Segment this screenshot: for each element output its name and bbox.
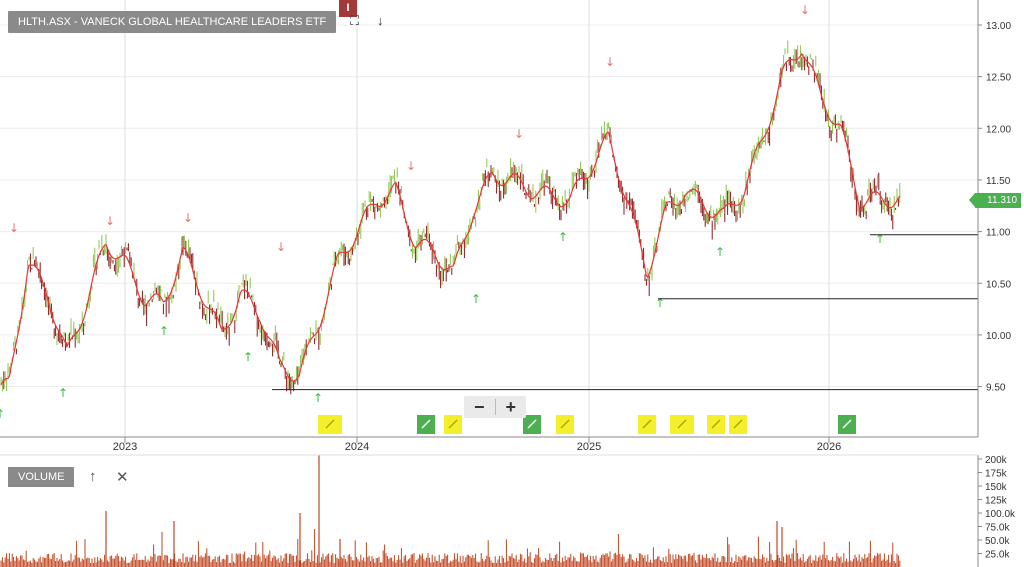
event-marker-glyph bbox=[677, 419, 687, 429]
time-axis-label: 2025 bbox=[577, 441, 601, 453]
close-icon[interactable]: ✕ bbox=[116, 469, 129, 486]
buy-signal-arrow: ↑ bbox=[313, 391, 323, 405]
buy-signal-arrow: ↑ bbox=[0, 407, 5, 421]
buy-signal-arrow: ↑ bbox=[715, 245, 725, 259]
price-axis-label: 12.00 bbox=[986, 124, 1011, 135]
zoom-controls: − + bbox=[464, 396, 526, 418]
volume-axis-label: 100.0k bbox=[985, 509, 1016, 520]
volume-panel-label: VOLUME bbox=[8, 467, 75, 487]
volume-axis-label: 125k bbox=[985, 496, 1008, 507]
event-marker-glyph bbox=[560, 419, 570, 429]
price-axis-label: 9.50 bbox=[986, 383, 1006, 394]
symbol-title[interactable]: HLTH.ASX - VANECK GLOBAL HEALTHCARE LEAD… bbox=[8, 11, 337, 33]
event-marker-glyph bbox=[733, 419, 743, 429]
sell-signal-arrow: ↓ bbox=[183, 211, 193, 225]
price-axis-label: 11.50 bbox=[986, 176, 1011, 187]
time-axis-label: 2024 bbox=[345, 441, 369, 453]
current-price-tag: 11.310 bbox=[969, 193, 1021, 208]
moving-average-line bbox=[0, 52, 901, 386]
expand-icon[interactable]: ⛶ bbox=[350, 13, 360, 28]
sell-signal-arrow: ↓ bbox=[406, 159, 416, 173]
buy-signal-arrow: ↑ bbox=[471, 292, 481, 306]
volume-axis-label: 25.0k bbox=[985, 550, 1010, 561]
zoom-in-button[interactable]: + bbox=[505, 397, 516, 417]
volume-axis-label: 75.0k bbox=[985, 523, 1010, 534]
move-up-icon[interactable]: ↑ bbox=[89, 468, 97, 485]
time-axis-label: 2026 bbox=[817, 441, 841, 453]
volume-axis-label: 150k bbox=[985, 482, 1008, 493]
buy-signal-arrow: ↑ bbox=[58, 386, 68, 400]
buy-signal-arrow: ↑ bbox=[655, 296, 665, 310]
indicator-badge[interactable]: I bbox=[339, 0, 357, 17]
volume-axis-label: 50.0k bbox=[985, 536, 1010, 547]
sell-signal-arrow: ↓ bbox=[800, 3, 810, 17]
buy-signal-arrow: ↑ bbox=[558, 230, 568, 244]
buy-signal-arrow: ↑ bbox=[875, 232, 885, 246]
sell-signal-arrow: ↓ bbox=[105, 214, 115, 228]
price-axis-label: 13.00 bbox=[986, 21, 1011, 32]
zoom-out-button[interactable]: − bbox=[473, 397, 485, 417]
event-marker-glyph bbox=[527, 419, 537, 429]
buy-signal-arrow: ↑ bbox=[243, 350, 253, 364]
sell-signal-arrow: ↓ bbox=[276, 240, 286, 254]
sell-signal-arrow: ↓ bbox=[605, 55, 615, 69]
volume-axis-label: 175k bbox=[985, 469, 1008, 480]
price-axis-label: 10.50 bbox=[986, 279, 1011, 290]
volume-axis-label: 200k bbox=[985, 455, 1008, 466]
price-axis-label: 10.00 bbox=[986, 331, 1011, 342]
sell-signal-arrow: ↓ bbox=[9, 221, 19, 235]
buy-signal-arrow: ↑ bbox=[159, 324, 169, 338]
event-marker-glyph bbox=[448, 419, 458, 429]
time-axis-label: 2023 bbox=[113, 441, 137, 453]
event-marker-glyph bbox=[421, 419, 431, 429]
sell-signal-arrow: ↓ bbox=[514, 127, 524, 141]
event-marker-glyph bbox=[642, 419, 652, 429]
event-marker-glyph bbox=[325, 419, 335, 429]
event-marker-glyph bbox=[842, 419, 852, 429]
price-axis-label: 11.00 bbox=[986, 228, 1011, 239]
price-axis-label: 12.50 bbox=[986, 73, 1011, 84]
arrow-down-icon[interactable]: ↓ bbox=[377, 13, 384, 28]
event-marker-glyph bbox=[711, 419, 721, 429]
